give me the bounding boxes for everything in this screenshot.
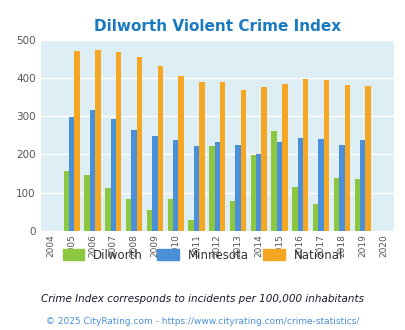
Bar: [173, 140, 178, 231]
Bar: [74, 51, 80, 231]
Bar: [235, 145, 240, 231]
Bar: [84, 175, 90, 231]
Bar: [110, 119, 116, 231]
Bar: [271, 131, 276, 231]
Bar: [323, 80, 328, 231]
Bar: [136, 57, 142, 231]
Bar: [297, 138, 302, 231]
Bar: [147, 210, 152, 231]
Bar: [359, 140, 364, 231]
Bar: [312, 204, 318, 231]
Bar: [354, 179, 359, 231]
Bar: [250, 155, 256, 231]
Bar: [95, 50, 100, 231]
Bar: [302, 79, 308, 231]
Bar: [188, 219, 193, 231]
Bar: [220, 82, 225, 231]
Bar: [64, 171, 69, 231]
Bar: [256, 154, 261, 231]
Bar: [90, 110, 95, 231]
Title: Dilworth Violent Crime Index: Dilworth Violent Crime Index: [94, 19, 340, 34]
Bar: [209, 146, 214, 231]
Bar: [344, 85, 349, 231]
Bar: [69, 117, 74, 231]
Bar: [240, 90, 245, 231]
Bar: [105, 188, 110, 231]
Bar: [198, 82, 204, 231]
Bar: [338, 145, 344, 231]
Legend: Dilworth, Minnesota, National: Dilworth, Minnesota, National: [58, 244, 347, 266]
Bar: [126, 199, 131, 231]
Bar: [131, 130, 136, 231]
Bar: [333, 178, 338, 231]
Bar: [167, 199, 173, 231]
Bar: [214, 142, 220, 231]
Bar: [229, 201, 235, 231]
Bar: [178, 76, 183, 231]
Bar: [152, 136, 157, 231]
Bar: [281, 84, 287, 231]
Bar: [292, 186, 297, 231]
Bar: [193, 146, 198, 231]
Bar: [157, 66, 162, 231]
Text: © 2025 CityRating.com - https://www.cityrating.com/crime-statistics/: © 2025 CityRating.com - https://www.city…: [46, 317, 359, 326]
Bar: [261, 87, 266, 231]
Bar: [364, 86, 370, 231]
Bar: [276, 142, 281, 231]
Text: Crime Index corresponds to incidents per 100,000 inhabitants: Crime Index corresponds to incidents per…: [41, 294, 364, 304]
Bar: [318, 139, 323, 231]
Bar: [116, 52, 121, 231]
